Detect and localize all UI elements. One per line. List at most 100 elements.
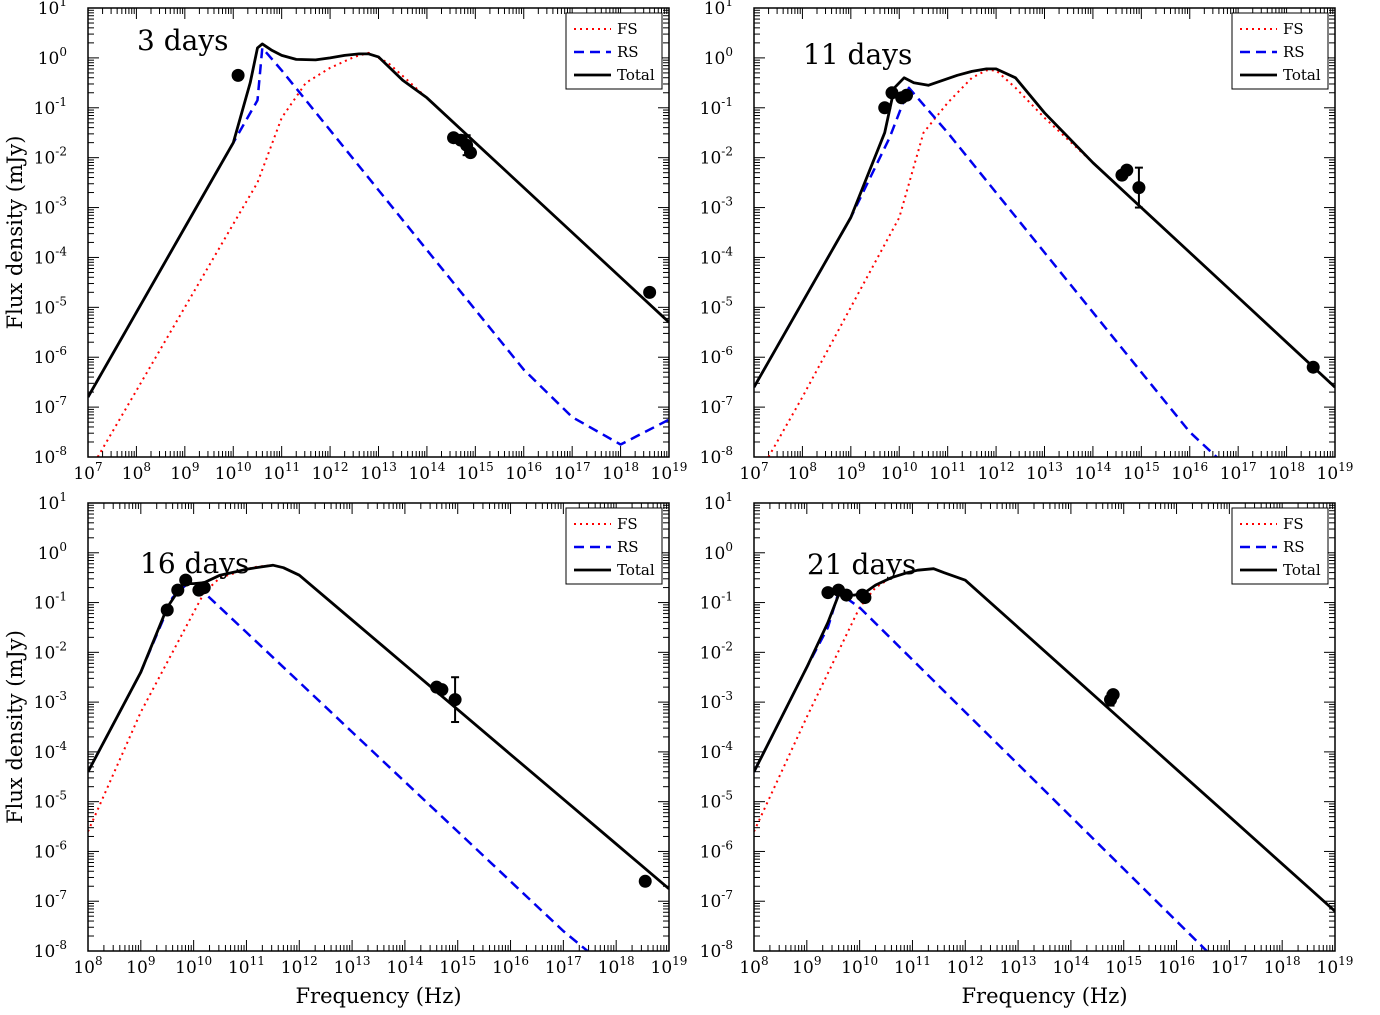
y-tick-label: 10-3 — [700, 689, 733, 713]
panel-title: 3 days — [137, 24, 229, 57]
x-tick-label: 1013 — [1026, 460, 1063, 484]
series-rs-line — [754, 86, 1306, 457]
x-tick-label: 1017 — [1220, 460, 1257, 484]
y-tick-label: 101 — [704, 0, 733, 19]
x-tick-label: 1014 — [386, 954, 423, 978]
y-tick-label: 10-4 — [34, 739, 68, 763]
x-tick-label: 1013 — [1000, 954, 1037, 978]
y-tick-label: 10-4 — [34, 244, 68, 268]
series-fs-line — [754, 567, 1335, 912]
y-tick-label: 10-6 — [700, 344, 733, 368]
y-axis-label: Flux density (mJy) — [3, 136, 27, 330]
y-tick-label: 10-8 — [700, 938, 733, 962]
x-tick-label: 1013 — [334, 954, 371, 978]
x-tick-label: 1014 — [408, 460, 445, 484]
series-fs-line — [88, 564, 669, 890]
x-tick-label: 1015 — [1105, 954, 1142, 978]
data-point — [821, 586, 835, 600]
x-tick-label: 1015 — [1123, 460, 1160, 484]
x-tick-label: 1013 — [360, 460, 397, 484]
data-point — [1106, 688, 1120, 702]
plot-frame — [753, 502, 1336, 952]
x-tick-label: 108 — [122, 460, 151, 484]
y-tick-label: 10-4 — [700, 244, 734, 268]
x-tick-label: 1019 — [1317, 460, 1354, 484]
x-tick-label: 1016 — [1158, 954, 1195, 978]
legend-label-total: Total — [1283, 561, 1321, 579]
data-point — [463, 146, 477, 160]
y-tick-label: 10-7 — [34, 888, 67, 912]
series-lines — [88, 42, 669, 457]
x-tick-label: 1016 — [492, 954, 529, 978]
data-point — [1132, 181, 1146, 195]
data-points — [231, 68, 657, 299]
data-point — [160, 603, 174, 617]
legend: FS RS Total — [565, 507, 663, 585]
y-tick-label: 101 — [38, 490, 67, 514]
y-tick-label: 101 — [38, 0, 67, 19]
y-tick-label: 10-5 — [700, 294, 733, 318]
x-tick-label: 107 — [73, 460, 102, 484]
legend-label-fs: FS — [617, 20, 638, 38]
y-tick-label: 10-5 — [34, 789, 67, 813]
x-tick-label: 109 — [792, 954, 821, 978]
y-axis-label: Flux density (mJy) — [3, 630, 27, 824]
data-point — [878, 101, 892, 115]
y-tick-label: 100 — [38, 540, 67, 564]
y-tick-label: 10-7 — [700, 394, 733, 418]
data-points — [878, 86, 1320, 374]
x-tick-label: 1018 — [602, 460, 639, 484]
x-tick-label: 1010 — [881, 460, 918, 484]
x-tick-label: 1015 — [439, 954, 476, 978]
x-tick-label: 1010 — [175, 954, 212, 978]
legend-label-fs: FS — [1283, 515, 1304, 533]
x-tick-label: 108 — [739, 954, 768, 978]
legend: FS RS Total — [1231, 12, 1329, 90]
x-tick-label: 1011 — [894, 954, 931, 978]
data-point — [1120, 163, 1134, 177]
series-rs-line — [754, 591, 1209, 951]
data-point — [179, 573, 193, 587]
series-lines — [754, 567, 1335, 951]
x-tick-label: 1016 — [1171, 460, 1208, 484]
x-tick-label: 109 — [126, 954, 155, 978]
x-tick-label: 108 — [788, 460, 817, 484]
chart-panel-2: 107 108 109 1010 1011 1012 1013 1014 1015 1016 101… — [700, 0, 1354, 484]
y-tick-label: 10-1 — [700, 95, 733, 119]
data-point — [231, 68, 245, 82]
y-tick-label: 10-5 — [700, 789, 733, 813]
x-tick-label: 1014 — [1052, 954, 1089, 978]
y-tick-label: 100 — [704, 540, 733, 564]
legend: FS RS Total — [1231, 507, 1329, 585]
legend-label-fs: FS — [1283, 20, 1304, 38]
series-fs-line — [767, 69, 1335, 457]
tick-marks — [87, 502, 670, 952]
y-tick-label: 10-6 — [34, 838, 67, 862]
data-point — [448, 693, 462, 707]
data-points — [821, 583, 1120, 707]
x-tick-label: 108 — [73, 954, 102, 978]
data-point — [197, 581, 211, 595]
y-tick-label: 10-7 — [700, 888, 733, 912]
x-tick-label: 109 — [170, 460, 199, 484]
x-tick-label: 1019 — [651, 460, 688, 484]
x-tick-label: 107 — [739, 460, 768, 484]
data-point — [638, 874, 652, 888]
x-tick-label: 1014 — [1074, 460, 1111, 484]
x-tick-label: 1018 — [1268, 460, 1305, 484]
data-point — [900, 88, 914, 102]
y-tick-label: 10-3 — [34, 195, 67, 219]
series-lines — [88, 563, 669, 951]
series-total-line — [88, 563, 669, 890]
legend-label-rs: RS — [617, 43, 639, 61]
y-tick-label: 10-7 — [34, 394, 67, 418]
x-tick-label: 1017 — [1211, 954, 1248, 978]
y-tick-label: 10-8 — [700, 444, 733, 468]
y-tick-label: 10-2 — [34, 145, 67, 169]
data-points — [160, 573, 652, 888]
data-point — [1306, 360, 1320, 374]
plot-frame — [87, 7, 670, 458]
legend-label-total: Total — [1283, 66, 1321, 84]
x-tick-label: 1010 — [841, 954, 878, 978]
